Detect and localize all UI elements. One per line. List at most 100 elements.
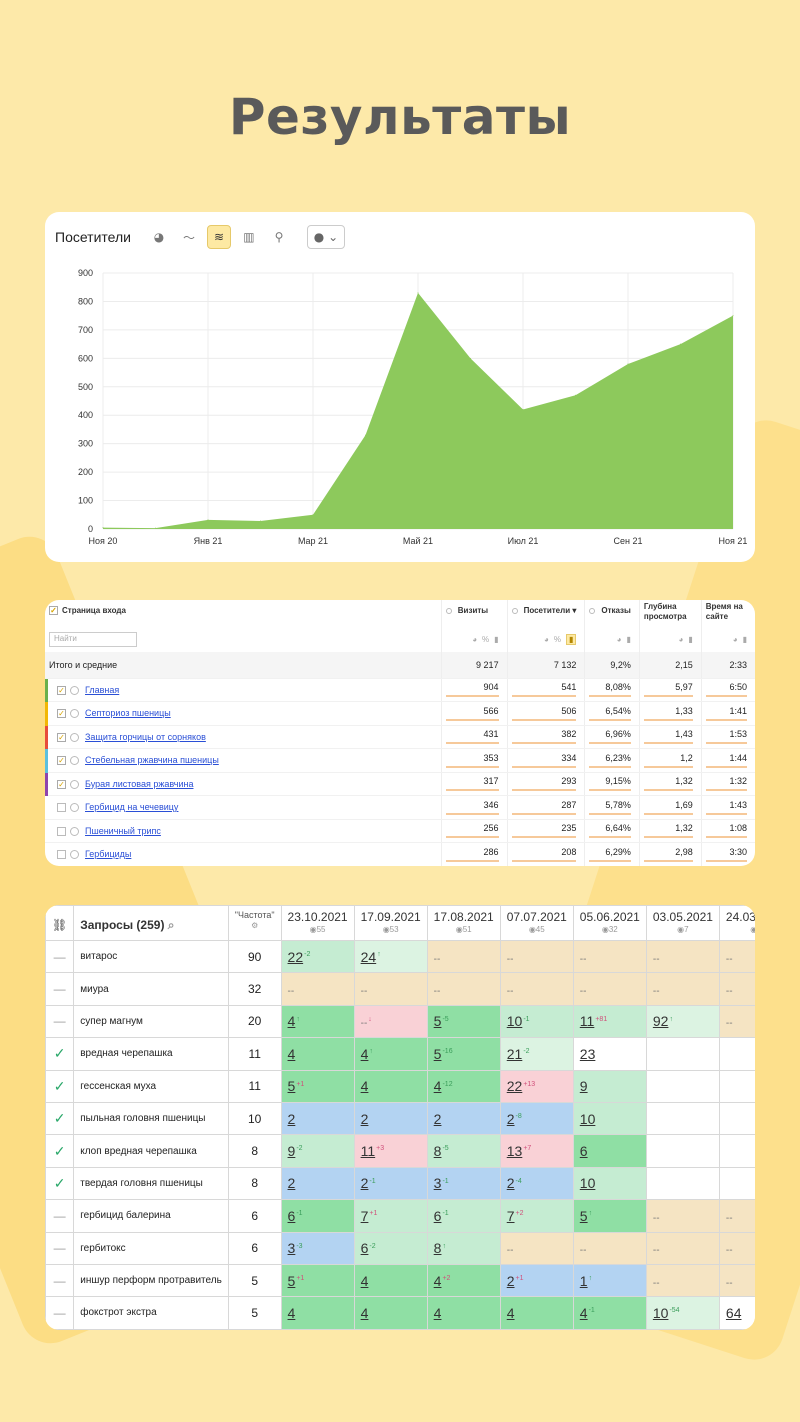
position-cell[interactable]: 9-2 — [280, 1134, 355, 1168]
page-link[interactable]: Защита горчицы от сорняков — [85, 731, 206, 742]
header-bounce[interactable]: Отказы — [601, 606, 631, 615]
position-cell[interactable]: 4 — [499, 1296, 574, 1330]
position-cell[interactable]: 5↑ — [572, 1199, 647, 1233]
position-cell[interactable]: 4+2 — [426, 1263, 501, 1298]
dash-icon[interactable]: — — [53, 1014, 66, 1029]
position-cell[interactable]: 2 — [280, 1166, 355, 1201]
position-cell[interactable]: 5-5 — [426, 1004, 501, 1039]
position-cell[interactable]: 92↑ — [645, 1004, 720, 1039]
page-link[interactable]: Гербициды — [85, 849, 132, 860]
position-cell[interactable]: 2+1 — [499, 1263, 574, 1298]
row-checkbox[interactable]: ✓ — [57, 732, 66, 742]
position-cell[interactable]: -- — [499, 939, 574, 974]
position-cell[interactable]: -- — [718, 1231, 755, 1265]
position-cell[interactable]: 5+1 — [280, 1263, 355, 1298]
position-cell[interactable]: 6-2 — [353, 1231, 428, 1265]
position-cell[interactable]: -- — [353, 972, 428, 1006]
header-visits[interactable]: Визиты — [457, 606, 489, 615]
position-cell[interactable]: 11+3 — [353, 1134, 428, 1168]
position-cell[interactable]: 4 — [280, 1037, 355, 1071]
position-cell[interactable]: -- — [645, 1263, 720, 1298]
position-cell[interactable]: -- — [645, 1199, 720, 1233]
link-icon[interactable]: ⛓ — [45, 905, 75, 941]
date-column-header[interactable]: 17.09.2021 ◉53 — [353, 905, 428, 941]
position-cell[interactable]: 11+81 — [572, 1004, 647, 1039]
position-cell[interactable]: 6-1 — [280, 1199, 355, 1233]
page-preview-icon[interactable] — [70, 826, 79, 836]
position-cell[interactable]: 2 — [426, 1101, 501, 1136]
date-column-header[interactable]: 05.06.2021 ◉32 — [572, 905, 647, 941]
position-cell[interactable]: --↓ — [353, 1004, 428, 1039]
position-cell[interactable]: -- — [426, 972, 501, 1006]
check-icon[interactable]: ✓ — [53, 1174, 66, 1191]
position-cell[interactable]: -- — [718, 1199, 755, 1233]
position-cell[interactable]: 2-8 — [499, 1101, 574, 1136]
select-all-checkbox[interactable]: ✓ — [49, 606, 58, 616]
check-icon[interactable]: ✓ — [53, 1077, 66, 1094]
position-cell[interactable]: 8↑ — [426, 1231, 501, 1265]
position-cell[interactable]: 4 — [280, 1296, 355, 1330]
position-cell[interactable]: 23 — [572, 1037, 647, 1071]
position-cell[interactable]: 64 — [718, 1296, 755, 1330]
position-cell[interactable]: 1↑ — [572, 1263, 647, 1298]
position-cell[interactable]: 3-1 — [426, 1166, 501, 1201]
position-cell[interactable]: 7+1 — [353, 1199, 428, 1233]
position-cell[interactable]: 22-2 — [280, 939, 355, 974]
row-checkbox[interactable] — [57, 826, 66, 836]
position-cell[interactable]: -- — [280, 972, 355, 1006]
row-checkbox[interactable]: ✓ — [57, 756, 66, 766]
page-link[interactable]: Бурая листовая ржавчина — [85, 778, 194, 789]
position-cell[interactable]: 9 — [572, 1069, 647, 1103]
position-cell[interactable]: 4-12 — [426, 1069, 501, 1103]
position-cell[interactable]: -- — [645, 939, 720, 974]
page-link[interactable]: Стебельная ржавчина пшеницы — [85, 755, 219, 766]
search-input[interactable]: Найти — [49, 631, 137, 647]
position-cell[interactable]: 10 — [572, 1101, 647, 1136]
header-frequency[interactable]: "Частота" — [234, 910, 275, 920]
row-checkbox[interactable]: ✓ — [57, 709, 66, 719]
position-cell[interactable]: -- — [718, 972, 755, 1006]
position-cell[interactable]: 4 — [353, 1263, 428, 1298]
position-cell[interactable]: 5+1 — [280, 1069, 355, 1103]
search-icon[interactable]: ⌕ — [167, 917, 175, 932]
dash-icon[interactable]: — — [53, 1208, 66, 1223]
position-cell[interactable]: 8-5 — [426, 1134, 501, 1168]
page-preview-icon[interactable] — [70, 685, 79, 695]
position-cell[interactable]: 4 — [353, 1069, 428, 1103]
page-preview-icon[interactable] — [70, 779, 79, 789]
header-queries[interactable]: Запросы (259) — [80, 917, 165, 932]
area-chart-icon[interactable]: ≋ — [206, 225, 231, 249]
page-link[interactable]: Гербицид на чечевицу — [85, 802, 179, 813]
position-cell[interactable]: 13+7 — [499, 1134, 574, 1168]
check-icon[interactable]: ✓ — [53, 1045, 66, 1062]
position-cell[interactable]: 4 — [426, 1296, 501, 1330]
page-preview-icon[interactable] — [70, 732, 79, 742]
date-column-header[interactable]: 07.07.2021 ◉45 — [499, 905, 574, 941]
date-column-header[interactable]: 17.08.2021 ◉51 — [426, 905, 501, 941]
dash-icon[interactable]: — — [53, 1241, 66, 1256]
check-icon[interactable]: ✓ — [53, 1110, 66, 1127]
position-cell[interactable]: -- — [718, 1004, 755, 1039]
position-cell[interactable]: 2 — [353, 1101, 428, 1136]
row-checkbox[interactable]: ✓ — [57, 685, 66, 695]
dash-icon[interactable]: — — [53, 1273, 66, 1288]
map-icon[interactable]: ⚲ — [274, 230, 284, 244]
bar-chart-icon[interactable]: ▥ — [243, 230, 255, 244]
position-cell[interactable]: 21-2 — [499, 1037, 574, 1071]
position-cell[interactable]: 3-3 — [280, 1231, 355, 1265]
page-link[interactable]: Септориоз пшеницы — [85, 708, 171, 719]
date-column-header[interactable]: 24.03.2021◉0 — [718, 905, 755, 941]
position-cell[interactable]: -- — [499, 1231, 574, 1265]
page-link[interactable]: Пшеничный трипс — [85, 825, 161, 836]
position-cell[interactable]: 22+13 — [499, 1069, 574, 1103]
position-cell[interactable]: -- — [572, 939, 647, 974]
page-link[interactable]: Главная — [85, 684, 120, 695]
row-checkbox[interactable]: ✓ — [57, 779, 66, 789]
position-cell[interactable]: 4-1 — [572, 1296, 647, 1330]
dash-icon[interactable]: — — [53, 1305, 66, 1320]
position-cell[interactable]: -- — [572, 1231, 647, 1265]
position-cell[interactable]: 24↑ — [353, 939, 428, 974]
position-cell[interactable]: -- — [718, 1263, 755, 1298]
position-cell[interactable]: 2-1 — [353, 1166, 428, 1201]
position-cell[interactable]: -- — [645, 972, 720, 1006]
